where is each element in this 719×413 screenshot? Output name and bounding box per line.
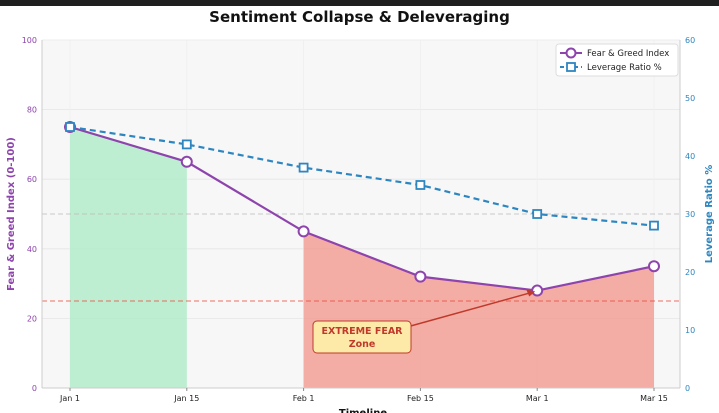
y-tick-label: 40 — [27, 245, 37, 254]
axes-layer: 0 20 40 60 80 100 0 10 20 30 40 50 60 Jan 1 Jan 15 Feb … — [6, 36, 715, 413]
legend-marker-square — [566, 62, 576, 72]
y-tick-label: 60 — [27, 175, 37, 184]
y-tick-label: 20 — [27, 314, 37, 323]
annotation-text-line1: EXTREME FEAR — [322, 326, 404, 337]
annotation-arrowhead — [526, 289, 536, 297]
point-leverage — [181, 139, 192, 150]
annotation-arrow — [406, 291, 532, 328]
legend: Fear & Greed Index Leverage Ratio % — [555, 43, 679, 77]
region-greed — [70, 127, 187, 388]
point-fear-greed — [297, 225, 310, 238]
y2-tick-label: 50 — [685, 94, 695, 103]
x-tick-label: Feb 15 — [407, 394, 434, 403]
x-tick-label: Mar 1 — [526, 394, 549, 403]
x-tick-label: Feb 1 — [293, 394, 315, 403]
y2-tick-label: 30 — [685, 210, 695, 219]
point-leverage — [649, 220, 659, 231]
point-fear-greed — [531, 284, 544, 297]
legend-label-0: Fear & Greed Index — [587, 49, 669, 59]
reference-lines — [42, 213, 680, 302]
point-fear-greed — [414, 270, 427, 283]
point-leverage — [298, 162, 309, 173]
window-top-bar — [0, 0, 719, 6]
point-fear-greed — [648, 260, 660, 273]
y-tick-label: 100 — [22, 36, 37, 45]
y2-tick-label: 10 — [685, 326, 695, 335]
y2-tick-label: 20 — [685, 268, 695, 277]
annotation-box — [312, 320, 412, 354]
y-tick-label: 0 — [32, 384, 37, 393]
series-line-1 — [69, 125, 655, 227]
series-line-0 — [69, 125, 655, 292]
annotation-text-line2: Zone — [349, 339, 376, 350]
y-tick-label: 80 — [27, 106, 37, 115]
y2-axis-label: Leverage Ratio % — [704, 165, 715, 264]
annotation-layer: EXTREME FEAR Zone — [312, 289, 536, 354]
x-tick-label: Mar 15 — [640, 394, 668, 403]
x-tick-label: Jan 1 — [59, 394, 80, 403]
point-leverage — [65, 122, 75, 132]
x-axis-label: Timeline — [339, 408, 387, 413]
legend-marker-circle — [565, 47, 577, 59]
point-leverage — [532, 209, 543, 219]
point-leverage — [415, 180, 426, 190]
y2-tick-label: 0 — [685, 384, 690, 393]
legend-label-1: Leverage Ratio % — [587, 63, 662, 73]
y2-tick-label: 60 — [685, 36, 695, 45]
series-layer — [64, 121, 660, 297]
y2-tick-label: 40 — [685, 152, 695, 161]
point-fear-greed — [180, 155, 193, 168]
y-axis-label: Fear & Greed Index (0-100) — [6, 137, 17, 291]
legend-box — [555, 43, 679, 77]
x-tick-label: Jan 15 — [173, 394, 199, 403]
chart-title: Sentiment Collapse & Deleveraging — [209, 8, 510, 26]
